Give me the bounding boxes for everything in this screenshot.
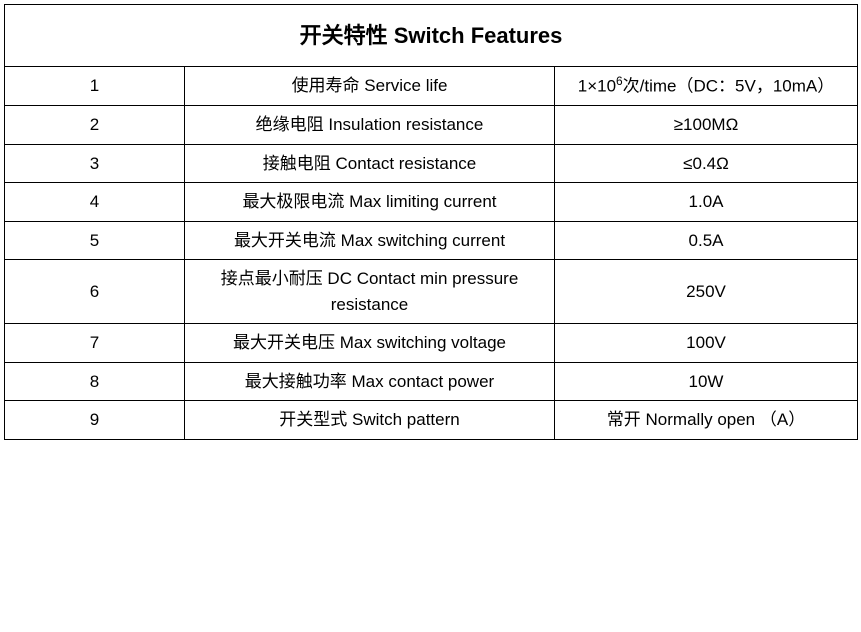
table-row: 8 最大接触功率 Max contact power 10W bbox=[5, 362, 858, 401]
table-row: 6 接点最小耐压 DC Contact min pressure resista… bbox=[5, 260, 858, 324]
row-number: 6 bbox=[5, 260, 185, 324]
row-value: 100V bbox=[555, 324, 858, 363]
switch-features-table: 开关特性 Switch Features 1 使用寿命 Service life… bbox=[4, 4, 858, 440]
row-value: 0.5A bbox=[555, 221, 858, 260]
row-param: 接点最小耐压 DC Contact min pressure resistanc… bbox=[185, 260, 555, 324]
row-number: 3 bbox=[5, 144, 185, 183]
row-param: 使用寿命 Service life bbox=[185, 67, 555, 106]
row-param: 最大极限电流 Max limiting current bbox=[185, 183, 555, 222]
row-value: ≤0.4Ω bbox=[555, 144, 858, 183]
row-value: 250V bbox=[555, 260, 858, 324]
table-row: 4 最大极限电流 Max limiting current 1.0A bbox=[5, 183, 858, 222]
row-param: 最大开关电压 Max switching voltage bbox=[185, 324, 555, 363]
row-value: ≥100MΩ bbox=[555, 106, 858, 145]
row-number: 9 bbox=[5, 401, 185, 440]
table-title: 开关特性 Switch Features bbox=[5, 5, 858, 67]
row-value: 1.0A bbox=[555, 183, 858, 222]
row-value: 10W bbox=[555, 362, 858, 401]
row-number: 8 bbox=[5, 362, 185, 401]
title-row: 开关特性 Switch Features bbox=[5, 5, 858, 67]
row-number: 2 bbox=[5, 106, 185, 145]
table-row: 9 开关型式 Switch pattern 常开 Normally open （… bbox=[5, 401, 858, 440]
row-number: 5 bbox=[5, 221, 185, 260]
table-row: 1 使用寿命 Service life 1×106次/time（DC：5V，10… bbox=[5, 67, 858, 106]
row-number: 7 bbox=[5, 324, 185, 363]
row-value: 常开 Normally open （A） bbox=[555, 401, 858, 440]
row-param: 接触电阻 Contact resistance bbox=[185, 144, 555, 183]
row-param: 绝缘电阻 Insulation resistance bbox=[185, 106, 555, 145]
row-param: 最大接触功率 Max contact power bbox=[185, 362, 555, 401]
row-number: 4 bbox=[5, 183, 185, 222]
row-value: 1×106次/time（DC：5V，10mA） bbox=[555, 67, 858, 106]
table-row: 7 最大开关电压 Max switching voltage 100V bbox=[5, 324, 858, 363]
table-row: 3 接触电阻 Contact resistance ≤0.4Ω bbox=[5, 144, 858, 183]
row-param: 开关型式 Switch pattern bbox=[185, 401, 555, 440]
row-param: 最大开关电流 Max switching current bbox=[185, 221, 555, 260]
table-row: 2 绝缘电阻 Insulation resistance ≥100MΩ bbox=[5, 106, 858, 145]
table-row: 5 最大开关电流 Max switching current 0.5A bbox=[5, 221, 858, 260]
row-number: 1 bbox=[5, 67, 185, 106]
